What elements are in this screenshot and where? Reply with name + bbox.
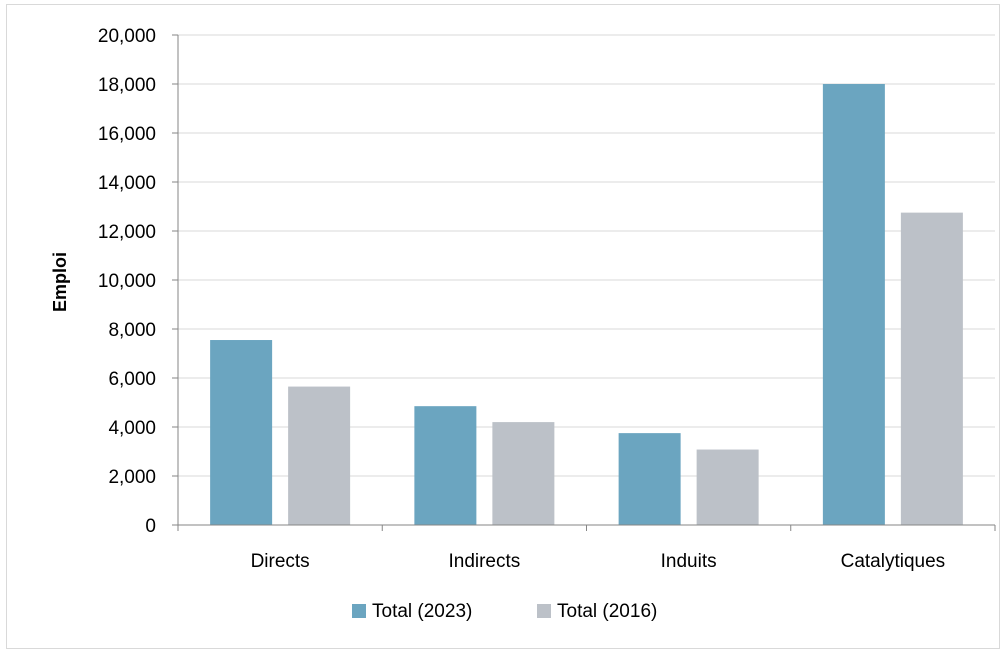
bar-catalytiques-1 (900, 212, 963, 525)
bars (210, 84, 963, 525)
x-tick-label: Indirects (448, 551, 520, 572)
bar-induits-1 (696, 449, 759, 525)
y-tick-label: 10,000 (98, 271, 156, 292)
x-tick-label: Catalytiques (841, 551, 946, 572)
legend-swatch (352, 604, 366, 618)
y-tick-label: 20,000 (98, 26, 156, 47)
y-tick-label: 6,000 (108, 369, 156, 390)
y-tick-label: 0 (145, 516, 156, 537)
y-tick-label: 8,000 (108, 320, 156, 341)
y-tick-labels: 0 2,000 4,000 6,000 8,000 10,000 12,000 14,000 1… (98, 26, 156, 537)
x-tick-labels: Directs Indirects Induits Catalytiques (251, 551, 946, 572)
legend-label: Total (2023) (372, 601, 472, 622)
y-tick-label: 12,000 (98, 222, 156, 243)
bar-directs-1 (288, 386, 351, 525)
x-tick-label: Induits (661, 551, 717, 572)
y-tick-label: 2,000 (108, 467, 156, 488)
bar-directs-0 (210, 340, 273, 525)
legend: Total (2023) Total (2016) (352, 601, 657, 622)
bar-induits-0 (618, 433, 681, 525)
legend-swatch (537, 604, 551, 618)
x-tick-label: Directs (251, 551, 310, 572)
y-tick-label: 16,000 (98, 124, 156, 145)
y-axis-title: Emploi (50, 252, 70, 312)
legend-label: Total (2016) (557, 601, 657, 622)
axes (172, 34, 996, 531)
bar-indirects-0 (414, 406, 477, 525)
bar-indirects-1 (492, 422, 555, 525)
bar-catalytiques-0 (822, 84, 885, 525)
y-tick-label: 4,000 (108, 418, 156, 439)
y-tick-label: 14,000 (98, 173, 156, 194)
y-tick-label: 18,000 (98, 75, 156, 96)
